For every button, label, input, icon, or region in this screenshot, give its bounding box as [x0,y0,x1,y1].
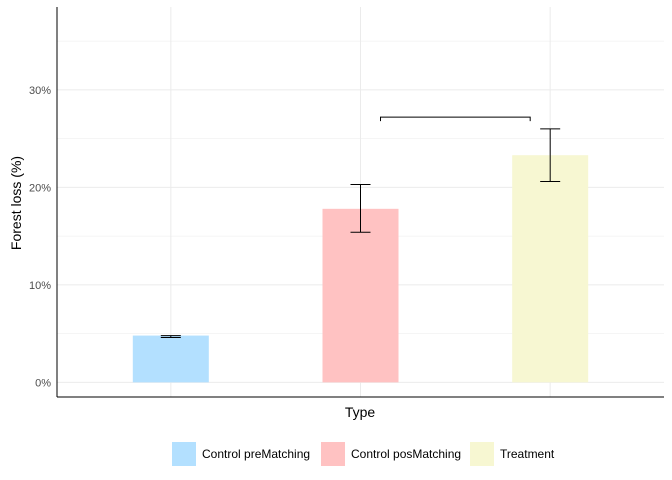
y-tick-label: 10% [29,280,51,292]
legend-label: Control preMatching [202,447,310,461]
axes [56,7,664,398]
legend-key [470,442,494,466]
bracket-line [380,116,531,122]
legend-label: Treatment [500,447,555,461]
y-tick-label: 0% [35,377,51,389]
legend-label: Control posMatching [351,447,461,461]
bar [322,208,399,383]
legend: Control preMatching Control posMatching Tr… [172,442,555,466]
significance-bracket [380,116,531,122]
legend-key [321,442,345,466]
bar [512,155,589,383]
error-bars [160,128,561,339]
legend-key [172,442,196,466]
bars [132,155,589,383]
bar [132,335,209,383]
x-axis-title: Type [345,404,376,420]
y-axis-title: Forest loss (%) [8,156,24,250]
y-tick-label: 30% [29,85,51,97]
y-tick-labels: 0% 10% 20% 30% [29,85,51,390]
y-tick-label: 20% [29,182,51,194]
